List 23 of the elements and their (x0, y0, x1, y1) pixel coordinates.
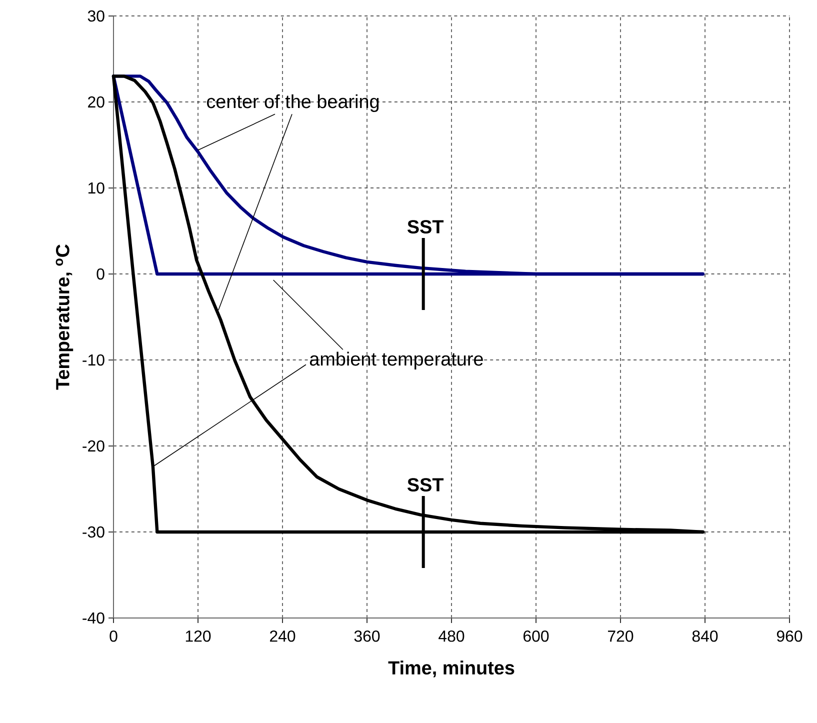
x-tick-label: 720 (608, 630, 634, 642)
y-tick-label: 0 (96, 268, 104, 280)
y-axis-title: Temperature, $^{o}$C (56, 244, 74, 390)
x-tick-label: 360 (354, 630, 380, 642)
y-tick-label: -10 (82, 354, 104, 366)
annotation: SST (407, 220, 444, 234)
y-tick-label: -40 (82, 612, 104, 624)
x-tick-label: 0 (110, 630, 118, 642)
x-tick-label: 600 (524, 630, 549, 642)
y-tick-label: -20 (82, 440, 104, 452)
x-tick-label: 960 (776, 630, 802, 642)
x-tick-label: 120 (186, 630, 211, 642)
y-tick-label: 10 (88, 182, 104, 194)
annotation: center of the bearing (207, 94, 379, 112)
x-tick-label: 840 (692, 630, 718, 642)
x-axis-title: Time, minutes (388, 660, 514, 678)
y-tick-label: -30 (82, 526, 104, 538)
annotation: SST (407, 478, 444, 492)
y-tick-label: 20 (88, 96, 104, 108)
annotation: ambient temperature (310, 352, 483, 370)
x-tick-label: 480 (438, 630, 464, 642)
x-tick-label: 240 (270, 630, 296, 642)
y-tick-label: 30 (88, 10, 104, 22)
